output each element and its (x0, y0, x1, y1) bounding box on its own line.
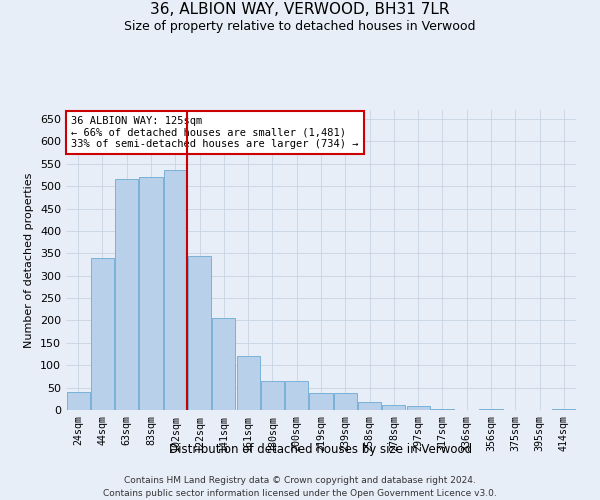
Bar (358, 402, 381, 410)
Bar (479, 409, 503, 410)
Bar (407, 406, 430, 410)
Bar (553, 409, 575, 410)
Text: Contains HM Land Registry data © Crown copyright and database right 2024.
Contai: Contains HM Land Registry data © Crown c… (103, 476, 497, 498)
Bar (285, 381, 308, 410)
Bar (431, 409, 454, 410)
Bar (236, 356, 260, 410)
Bar (261, 381, 284, 410)
Text: Distribution of detached houses by size in Verwood: Distribution of detached houses by size … (169, 442, 473, 456)
Bar (334, 394, 357, 410)
Bar (164, 170, 187, 410)
Bar (91, 258, 114, 410)
Bar (310, 394, 332, 410)
Bar (212, 318, 235, 410)
Text: 36, ALBION WAY, VERWOOD, BH31 7LR: 36, ALBION WAY, VERWOOD, BH31 7LR (150, 2, 450, 18)
Bar (67, 392, 89, 410)
Bar (382, 404, 406, 410)
Bar (188, 256, 211, 410)
Text: Size of property relative to detached houses in Verwood: Size of property relative to detached ho… (124, 20, 476, 33)
Bar (139, 177, 163, 410)
Text: 36 ALBION WAY: 125sqm
← 66% of detached houses are smaller (1,481)
33% of semi-d: 36 ALBION WAY: 125sqm ← 66% of detached … (71, 116, 359, 149)
Y-axis label: Number of detached properties: Number of detached properties (25, 172, 34, 348)
Bar (115, 180, 138, 410)
